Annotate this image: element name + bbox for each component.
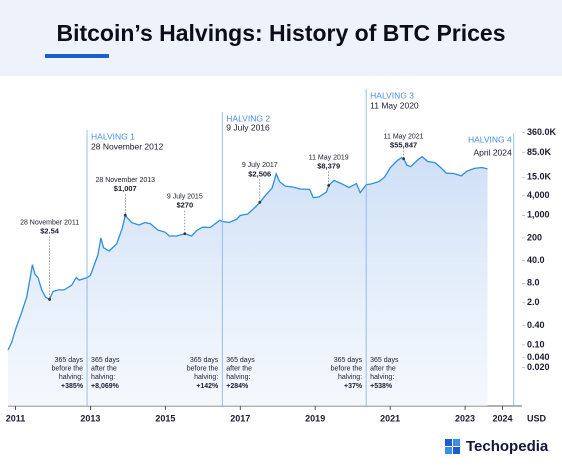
y-tick-label: 0.40	[527, 320, 545, 330]
halving-label: HALVING 1	[91, 131, 135, 141]
annotation-point	[48, 298, 51, 301]
halving-note: 365 days	[55, 357, 84, 364]
annotation-price: $8,379	[317, 161, 340, 170]
halving-note: halving:	[370, 374, 394, 381]
halving-note: 365 days	[334, 357, 363, 364]
y-unit: USD	[527, 413, 547, 423]
y-tick-label: 0.040	[527, 352, 550, 362]
x-tick-label: 2019	[305, 413, 325, 423]
x-tick-label: 2021	[380, 413, 400, 423]
halving-note: +8,069%	[91, 383, 120, 390]
y-tick-label: 0.020	[527, 362, 550, 372]
annotation-date: 9 July 2017	[242, 162, 278, 169]
y-tick-label: 85.0K	[527, 147, 552, 157]
logo-block	[445, 447, 452, 454]
x-tick-label: 2023	[455, 413, 475, 423]
brand-name: Techopedia	[466, 438, 549, 455]
y-tick-label: 0.10	[527, 339, 545, 349]
x-tick-label: 2017	[230, 413, 250, 423]
x-tick-label: 2011	[6, 413, 26, 423]
halving-date: 11 May 2020	[370, 100, 419, 110]
annotation-date: 28 November 2013	[95, 177, 155, 184]
halving-note: 365 days	[226, 357, 255, 364]
x-tick-label: 2013	[80, 413, 100, 423]
y-tick-label: 4,000	[527, 190, 550, 200]
x-tick-label: 2015	[155, 413, 175, 423]
halving-note: +538%	[370, 383, 393, 390]
annotation-price: $2,506	[248, 169, 271, 178]
halving-note: after the	[91, 366, 117, 373]
halving-note: +37%	[344, 383, 363, 390]
annotation-price: $1,007	[114, 184, 137, 193]
halving-note: halving:	[226, 374, 250, 381]
annotation-point	[183, 232, 187, 236]
annotation-date: 28 November 2011	[20, 219, 79, 226]
y-tick-label: 200	[527, 232, 542, 242]
halving-note: before the	[187, 366, 219, 373]
y-tick-label: 1,000	[527, 210, 550, 220]
annotation-point	[258, 200, 262, 204]
annotation-date: 11 May 2019	[309, 154, 349, 161]
halving-note: +385%	[61, 383, 84, 390]
halving-date: April 2024	[473, 147, 512, 157]
halving-date: 28 November 2012	[91, 141, 164, 151]
halving-note: halving:	[91, 374, 115, 381]
halving-note: +284%	[226, 383, 249, 390]
y-tick-label: 8.0	[527, 278, 540, 288]
y-tick-label: 2.0	[527, 297, 540, 307]
halving-note: before the	[52, 366, 84, 373]
y-tick-label: 360.0K	[527, 127, 557, 137]
halving-note: halving:	[338, 374, 362, 381]
halving-label: HALVING 2	[226, 113, 270, 123]
halving-note: before the	[331, 366, 363, 373]
halving-note: after the	[370, 366, 396, 373]
halving-note: +142%	[196, 383, 219, 390]
y-tick-label: 40.0	[527, 255, 545, 265]
annotation-point	[123, 213, 127, 217]
halving-note: halving:	[194, 374, 218, 381]
halving-date: 9 July 2016	[226, 122, 270, 132]
halving-label: HALVING 3	[370, 90, 414, 100]
halving-note: halving:	[59, 374, 83, 381]
halving-label: HALVING 4	[468, 134, 512, 144]
annotation-price: $55,847	[390, 141, 417, 150]
halving-note: 365 days	[370, 357, 399, 364]
title-underline	[45, 54, 109, 58]
logo-block	[445, 439, 452, 446]
y-tick-label: 15.0K	[527, 172, 552, 182]
annotation-price: $270	[176, 201, 193, 210]
x-tick-label: 2024	[493, 413, 513, 423]
halving-note: after the	[226, 366, 252, 373]
annotation-point	[402, 157, 406, 161]
halving-note: 365 days	[190, 357, 219, 364]
brand-logo: Techopedia	[445, 438, 549, 455]
annotation-point	[327, 184, 331, 187]
header-bg	[0, 0, 562, 76]
annotation-date: 9 July 2015	[167, 194, 203, 201]
annotation-date: 11 May 2021	[384, 134, 424, 141]
chart-title: Bitcoin’s Halvings: History of BTC Price…	[56, 20, 505, 46]
plot: 360.0K 85.0K 15.0K 4,000 1,000 200 40.0 8.0 2.0 0…	[6, 89, 557, 423]
logo-block	[453, 447, 460, 454]
halving-note: 365 days	[91, 357, 120, 364]
logo-block	[453, 439, 460, 446]
annotation-price: $2.54	[40, 226, 60, 235]
